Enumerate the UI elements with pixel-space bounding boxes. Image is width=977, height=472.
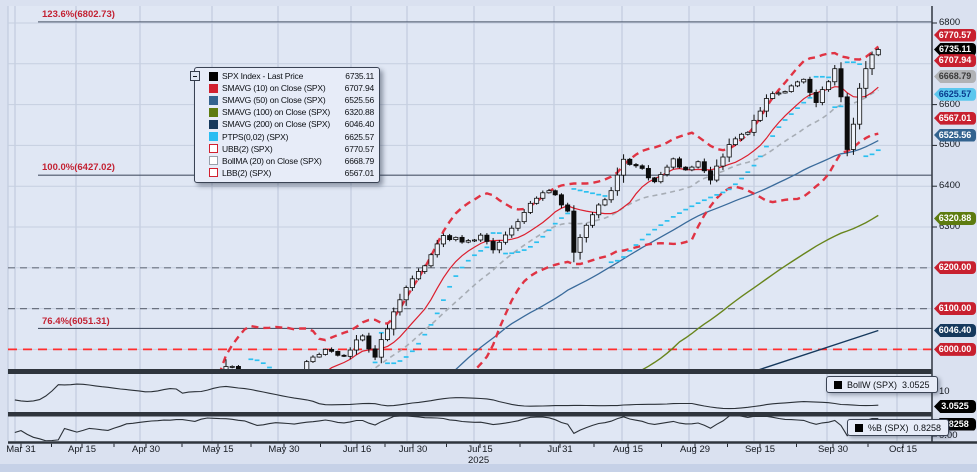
percent-b-value: 0.8258 [913,422,942,433]
y-axis-label[interactable]: 6500 [939,139,961,151]
legend-value: 6525.56 [344,95,375,106]
x-axis-label[interactable]: Jun 16 [342,444,372,455]
legend-value: 6567.01 [344,167,375,178]
price-badge: 6000.00 [934,342,976,356]
bollw-swatch-icon [834,380,842,389]
legend-label: SMAVG (200) on Close (SPX) [222,119,331,130]
percent-b-label: %B (SPX) [868,422,909,433]
legend-swatch-icon [209,156,218,166]
x-axis-label[interactable]: Sep 30 [817,444,849,455]
price-badge: 6735.11 [934,43,976,56]
x-axis-label[interactable]: May 30 [268,444,300,455]
legend-value: 6320.88 [344,107,375,118]
legend-swatch-icon [209,144,218,154]
legend-value: 6707.94 [344,83,375,94]
x-axis-label[interactable]: Sep 15 [744,444,776,455]
price-badge: 6100.00 [934,302,976,316]
legend-label: BollMA (20) on Close (SPX) [222,155,322,166]
legend-label: UBB(2) (SPX) [222,143,273,154]
fib-label: 100.0%(6427.02) [42,162,115,174]
legend-swatch-icon [209,119,218,129]
main-legend[interactable]: SPX Index - Last Price 6735.11 SMAVG (10) … [190,67,380,183]
price-badge: 6707.94 [934,54,976,68]
legend-swatch-icon [209,71,218,81]
bollw-label: BollW (SPX) [847,379,898,390]
x-axis-label[interactable]: Jul 31 [547,444,573,455]
price-badge: 6320.88 [934,212,976,225]
x-axis-label[interactable]: Jun 30 [398,444,428,455]
price-badge: 6625.57 [934,87,976,101]
bollw-legend[interactable]: BollW (SPX) 3.0525 [826,376,938,393]
x-axis-label[interactable]: May 15 [202,444,234,455]
y-axis-label[interactable]: 6800 [939,17,961,28]
legend-swatch-icon [209,95,218,105]
legend-row: SPX Index - Last Price 6735.11 [209,70,374,82]
y-axis-label[interactable]: 6600 [939,98,961,110]
legend-swatch-icon [209,83,218,93]
x-axis-label[interactable]: Apr 15 [68,444,96,455]
legend-row: UBB(2) (SPX) 6770.57 [209,143,374,155]
legend-swatch-icon [209,132,218,142]
legend-row: BollMA (20) on Close (SPX) 6668.79 [209,155,374,167]
fib-label: 123.6%(6802.73) [42,8,115,20]
legend-value: 6046.40 [344,119,375,130]
price-badge: 6567.01 [934,111,976,125]
legend-row: LBB(2) (SPX) 6567.01 [209,167,374,179]
price-badge: 6525.56 [934,128,976,142]
x-axis-label[interactable]: Mar 31 [6,444,36,455]
legend-row: SMAVG (50) on Close (SPX) 6525.56 [209,94,374,106]
x-axis-label[interactable]: Aug 29 [679,444,711,455]
legend-row: SMAVG (100) on Close (SPX) 6320.88 [209,106,374,118]
x-axis-label[interactable]: Jul 15 [467,444,493,455]
y-axis-label[interactable]: 6400 [939,180,961,192]
bollw-value: 3.0525 [902,379,930,390]
price-badge: 6046.40 [934,324,976,337]
legend-label: LBB(2) (SPX) [222,167,272,178]
legend-swatch-icon [209,168,218,178]
legend-collapse-icon[interactable] [190,71,200,81]
legend-value: 6625.57 [344,131,375,142]
percent-b-legend[interactable]: %B (SPX) 0.8258 [847,419,950,436]
x-axis-year-label: 2025 [468,455,490,466]
percent-b-swatch-icon [855,423,863,432]
legend-value: 6668.79 [344,155,375,166]
y-axis-label[interactable]: 0.00 [939,430,958,441]
x-axis-label[interactable]: Oct 15 [889,444,917,455]
y-axis-label[interactable]: 10 [939,386,950,397]
legend-label: SMAVG (100) on Close (SPX) [222,107,331,118]
x-axis-label[interactable]: Aug 15 [612,444,644,455]
price-badge: 6770.57 [934,28,976,42]
legend-label: SMAVG (50) on Close (SPX) [222,95,326,106]
legend-value: 6770.57 [344,143,375,154]
price-badge: 6200.00 [934,261,976,275]
fib-label: 76.4%(6051.31) [42,315,110,327]
legend-label: PTPS(0,02) (SPX) [222,131,289,142]
legend-row: SMAVG (10) on Close (SPX) 6707.94 [209,82,374,94]
x-axis-label[interactable]: Apr 30 [132,444,160,455]
y-axis-label[interactable]: 6300 [939,221,961,232]
price-badge: 6668.79 [934,70,976,83]
indicator-badge: 3.0525 [934,400,976,413]
legend-row: PTPS(0,02) (SPX) 6625.57 [209,130,374,142]
legend-swatch-icon [209,107,218,117]
legend-label: SMAVG (10) on Close (SPX) [222,83,326,94]
legend-label: SPX Index - Last Price [222,71,304,82]
legend-row: SMAVG (200) on Close (SPX) 6046.40 [209,118,374,130]
legend-value: 6735.11 [345,71,374,82]
